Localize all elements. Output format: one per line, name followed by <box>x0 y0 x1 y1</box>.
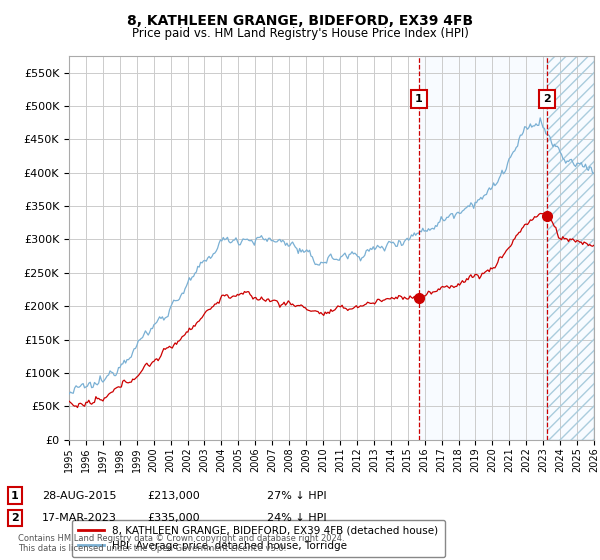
Bar <box>547 56 594 440</box>
Text: 8, KATHLEEN GRANGE, BIDEFORD, EX39 4FB: 8, KATHLEEN GRANGE, BIDEFORD, EX39 4FB <box>127 14 473 28</box>
Text: 24% ↓ HPI: 24% ↓ HPI <box>267 513 326 523</box>
Text: 17-MAR-2023: 17-MAR-2023 <box>42 513 117 523</box>
Text: 2: 2 <box>543 95 551 104</box>
Text: 1: 1 <box>11 491 19 501</box>
Text: £213,000: £213,000 <box>147 491 200 501</box>
Text: £335,000: £335,000 <box>147 513 200 523</box>
Text: 28-AUG-2015: 28-AUG-2015 <box>42 491 116 501</box>
Text: 1: 1 <box>415 95 423 104</box>
Text: Contains HM Land Registry data © Crown copyright and database right 2024.
This d: Contains HM Land Registry data © Crown c… <box>18 534 344 553</box>
Legend: 8, KATHLEEN GRANGE, BIDEFORD, EX39 4FB (detached house), HPI: Average price, det: 8, KATHLEEN GRANGE, BIDEFORD, EX39 4FB (… <box>71 520 445 557</box>
Text: 27% ↓ HPI: 27% ↓ HPI <box>267 491 326 501</box>
Text: Price paid vs. HM Land Registry's House Price Index (HPI): Price paid vs. HM Land Registry's House … <box>131 27 469 40</box>
Bar <box>419 56 594 440</box>
Text: 2: 2 <box>11 513 19 523</box>
